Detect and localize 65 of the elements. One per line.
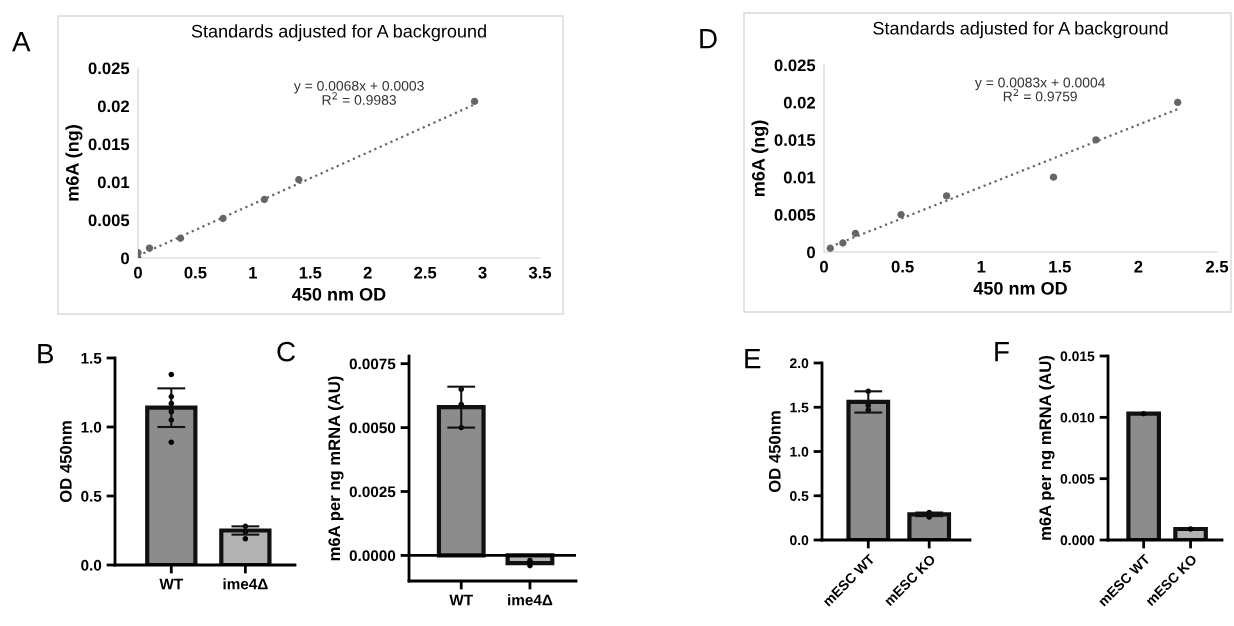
x-tick-label: 1.5 — [1049, 260, 1071, 273]
y-axis-title: m6A (ng) — [65, 125, 83, 201]
x-tick-label: 0.5 — [184, 266, 207, 279]
x-axis-title: 450 nm OD — [973, 281, 1067, 295]
y-tick-label: 1.5 — [81, 353, 102, 364]
chart-title: Standards adjusted for A background — [873, 21, 1168, 39]
y-tick-label: 0.02 — [97, 100, 129, 113]
y-tick-label: 1.0 — [790, 446, 809, 457]
y-tick-label: 0.02 — [783, 96, 815, 109]
y-tick-label: 0.5 — [790, 491, 809, 501]
y-tick-label: 2.0 — [789, 358, 809, 369]
x-tick-label: 1.5 — [299, 266, 322, 279]
text: E — [745, 349, 761, 369]
text: F — [995, 342, 1009, 362]
y-tick-label: 0.015 — [88, 138, 130, 151]
y-tick-label: 0.01 — [97, 176, 130, 189]
x-tick-label: 2.5 — [1205, 260, 1229, 273]
y-tick-label: 0.005 — [88, 214, 130, 227]
y-tick-label: 0.025 — [774, 59, 816, 72]
y-tick-label: 0.025 — [88, 62, 130, 75]
y-tick-label: 0.005 — [1060, 474, 1095, 484]
x-tick-label: 3 — [478, 266, 487, 279]
x-tick-label: 2 — [1134, 260, 1143, 273]
y-tick-label: 1.5 — [790, 402, 809, 413]
x-tick-label: 0 — [134, 266, 142, 279]
x-tick-label: 2 — [363, 266, 372, 279]
x-tick-label: ime4Δ — [223, 578, 268, 590]
y-tick-label: 0.5 — [81, 490, 102, 502]
x-tick-label: 0 — [820, 260, 828, 273]
y-tick-label: 0.0025 — [349, 486, 396, 498]
y-tick-label: 0.000 — [1060, 535, 1095, 546]
x-tick-label: 3.5 — [528, 266, 552, 279]
y-tick-label: 0.015 — [774, 134, 816, 146]
y-tick-label: 0.0 — [790, 535, 809, 546]
y-tick-label: 0.0000 — [349, 550, 396, 562]
y-tick-label: 0 — [807, 246, 815, 259]
chart-title: Standards adjusted for A background — [191, 24, 486, 42]
y-tick-label: 0.0075 — [349, 358, 396, 370]
x-tick-label: 1 — [977, 260, 986, 273]
y-tick-label: 0.0 — [81, 559, 102, 571]
x-tick-label: WT — [159, 578, 184, 590]
annotation: R$^{2}$ = 0.9983 — [322, 92, 396, 105]
x-tick-label: 0.5 — [891, 260, 914, 273]
annotation: R$^{2}$ = 0.9759 — [1003, 88, 1077, 102]
text: D — [700, 29, 717, 49]
y-axis-title: OD 450nm — [768, 411, 781, 493]
y-tick-label: 0.005 — [774, 209, 816, 221]
y-tick-label: 0.010 — [1060, 412, 1095, 423]
text: B — [38, 344, 54, 364]
y-axis-title: m6A per ng mRNA (AU) — [1038, 355, 1055, 540]
x-tick-label: ime4Δ — [508, 594, 553, 606]
x-tick-label: 1 — [249, 266, 258, 279]
y-tick-label: 1.0 — [81, 421, 102, 433]
y-tick-label: 0.0050 — [349, 422, 396, 434]
annotation: C — [277, 341, 295, 362]
y-axis-title: OD 450nm — [59, 421, 72, 503]
y-tick-label: 0.01 — [783, 171, 816, 184]
y-tick-label: 0.015 — [1060, 351, 1095, 362]
x-tick-label: 2.5 — [414, 266, 437, 279]
x-axis-title: 450 nm OD — [292, 287, 386, 301]
y-axis-title: m6A (ng) — [751, 120, 769, 197]
y-tick-label: 0 — [121, 252, 129, 265]
x-tick-label: WT — [449, 594, 473, 606]
y-axis-title: m6A per ng mRNA (AU) — [327, 376, 344, 561]
text: A — [12, 32, 31, 52]
